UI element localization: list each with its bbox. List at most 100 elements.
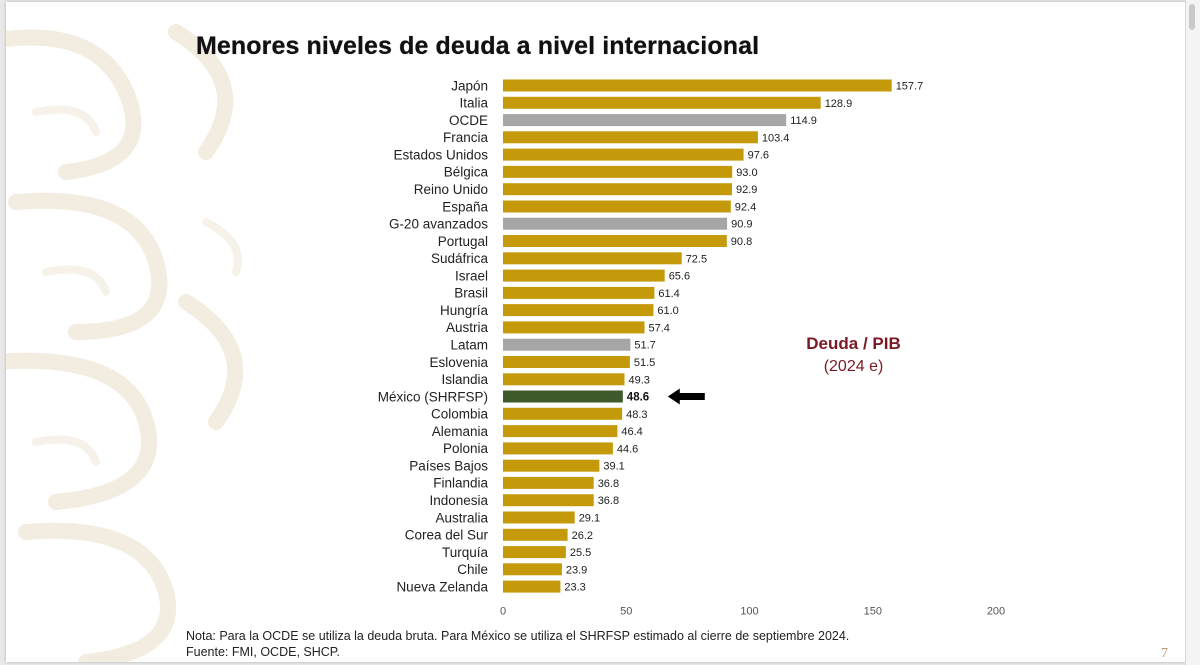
category-label: Bélgica — [444, 165, 489, 180]
chart-legend-label: Deuda / PIB (2024 e) — [786, 334, 921, 376]
value-label: 114.9 — [790, 115, 817, 127]
value-label: 65.6 — [669, 271, 690, 283]
category-label: Hungría — [440, 303, 489, 318]
category-label: Eslovenia — [429, 355, 488, 370]
bar — [503, 390, 623, 403]
category-label: Francia — [443, 130, 489, 145]
slide: Menores niveles de deuda a nivel interna… — [6, 2, 1186, 662]
value-label: 51.7 — [634, 340, 655, 352]
value-label: 61.4 — [658, 288, 679, 300]
bar — [503, 563, 562, 576]
footnote-note: Nota: Para la OCDE se utiliza la deuda b… — [186, 629, 850, 643]
bar — [503, 425, 618, 438]
value-label: 36.8 — [598, 478, 619, 490]
category-label: OCDE — [449, 113, 488, 128]
category-label: Islandia — [441, 372, 488, 387]
background-ornament — [6, 24, 244, 662]
bar — [503, 200, 731, 213]
category-label: Polonia — [443, 441, 489, 456]
value-label: 49.3 — [629, 374, 650, 386]
category-label: Colombia — [431, 407, 489, 422]
bar — [503, 165, 733, 178]
value-label: 128.9 — [825, 98, 853, 110]
value-label: 93.0 — [736, 167, 757, 179]
bar — [503, 476, 594, 489]
value-label: 97.6 — [748, 150, 769, 162]
category-label: España — [442, 199, 488, 214]
bar — [503, 356, 630, 368]
bar — [503, 217, 728, 230]
value-label: 36.8 — [598, 495, 619, 507]
x-tick-label: 100 — [740, 606, 758, 618]
value-label: 51.5 — [634, 357, 655, 369]
bar — [503, 235, 727, 247]
category-label: Italia — [459, 96, 488, 111]
bar — [503, 269, 665, 282]
category-label: Latam — [450, 338, 488, 353]
category-label: Corea del Sur — [405, 528, 489, 543]
legend-title: Deuda / PIB — [806, 334, 901, 353]
category-label: Brasil — [454, 286, 488, 301]
category-label: Alemania — [432, 424, 489, 439]
bar — [503, 304, 654, 317]
window-scrollbar[interactable] — [1185, 0, 1200, 665]
category-label: Japón — [451, 78, 488, 93]
value-label: 90.8 — [731, 236, 752, 248]
category-label: Portugal — [438, 234, 488, 249]
value-label: 57.4 — [649, 322, 670, 334]
legend-subtitle: (2024 e) — [823, 358, 884, 375]
category-label: Estados Unidos — [393, 147, 488, 162]
category-label: Reino Unido — [414, 182, 488, 197]
x-tick-label: 50 — [620, 606, 632, 618]
bar — [503, 183, 732, 196]
value-label: 103.4 — [762, 132, 790, 144]
bar — [503, 338, 631, 351]
chart-title: Menores niveles de deuda a nivel interna… — [196, 32, 760, 60]
bar — [503, 148, 744, 161]
bar — [503, 459, 600, 472]
highlight-arrow-icon — [667, 388, 705, 405]
footnote-source: Fuente: FMI, OCDE, SHCP. — [186, 645, 340, 659]
bar — [503, 114, 787, 127]
page-number: 7 — [1161, 646, 1168, 661]
category-label: Sudáfrica — [431, 251, 489, 266]
category-label: Finlandia — [433, 476, 488, 491]
bar — [503, 321, 645, 334]
value-label: 26.2 — [572, 530, 593, 542]
category-label: Israel — [455, 268, 488, 283]
bar — [503, 252, 682, 265]
value-label: 39.1 — [603, 461, 624, 473]
value-label: 72.5 — [686, 253, 707, 265]
x-tick-label: 200 — [987, 606, 1005, 618]
value-label: 92.9 — [736, 184, 757, 196]
bar — [503, 286, 655, 299]
category-label: Turquía — [442, 545, 489, 560]
footnote: Nota: Para la OCDE se utiliza la deuda b… — [186, 628, 849, 660]
bar — [503, 373, 625, 386]
category-label: Países Bajos — [409, 459, 488, 474]
x-tick-label: 150 — [864, 606, 882, 618]
category-label: México (SHRFSP) — [378, 389, 488, 404]
scrollbar-grip[interactable] — [1189, 4, 1195, 30]
x-tick-label: 0 — [500, 606, 506, 618]
value-label: 25.5 — [570, 547, 591, 559]
bar — [503, 407, 623, 420]
bar — [503, 131, 758, 144]
category-label: Indonesia — [429, 493, 488, 508]
value-label: 29.1 — [579, 513, 600, 525]
value-label: 61.0 — [657, 305, 678, 317]
bar — [503, 79, 892, 92]
bar — [503, 580, 561, 593]
category-label: G-20 avanzados — [389, 217, 488, 232]
value-label: 90.9 — [731, 219, 752, 231]
bar — [503, 442, 613, 455]
value-label: 48.6 — [627, 392, 649, 404]
bar — [503, 96, 821, 109]
category-label: Chile — [457, 562, 488, 577]
bar — [503, 546, 566, 559]
value-label: 46.4 — [621, 426, 642, 438]
bar — [503, 528, 568, 541]
value-label: 44.6 — [617, 443, 638, 455]
value-label: 157.7 — [896, 81, 924, 93]
bar — [503, 511, 575, 524]
